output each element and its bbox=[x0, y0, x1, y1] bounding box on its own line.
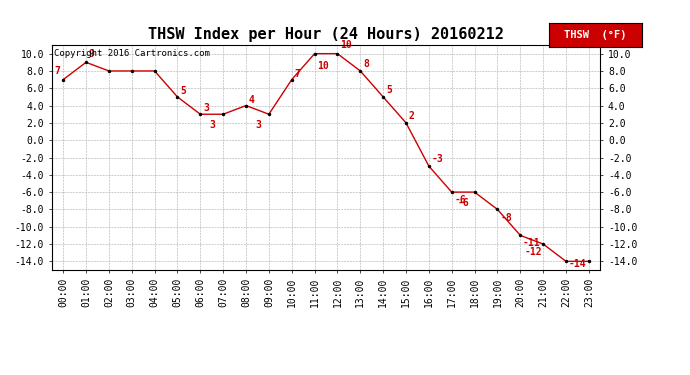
Text: 3: 3 bbox=[203, 104, 209, 114]
Text: -14: -14 bbox=[569, 259, 586, 269]
Text: -12: -12 bbox=[525, 247, 543, 257]
Text: 7: 7 bbox=[295, 69, 300, 79]
Text: -11: -11 bbox=[523, 238, 541, 249]
Text: 5: 5 bbox=[180, 86, 186, 96]
Text: 10: 10 bbox=[317, 61, 329, 71]
Text: 10: 10 bbox=[340, 40, 352, 50]
Text: -3: -3 bbox=[432, 154, 444, 164]
Text: Copyright 2016 Cartronics.com: Copyright 2016 Cartronics.com bbox=[55, 50, 210, 58]
Title: THSW Index per Hour (24 Hours) 20160212: THSW Index per Hour (24 Hours) 20160212 bbox=[148, 27, 504, 42]
Text: 5: 5 bbox=[386, 85, 392, 95]
Text: 3: 3 bbox=[209, 120, 215, 130]
Text: 2: 2 bbox=[408, 111, 415, 121]
Text: -8: -8 bbox=[500, 213, 512, 222]
Text: 8: 8 bbox=[363, 59, 369, 69]
Text: 3: 3 bbox=[255, 120, 261, 130]
Text: -6: -6 bbox=[455, 195, 466, 205]
Text: THSW  (°F): THSW (°F) bbox=[564, 30, 627, 40]
Text: -6: -6 bbox=[458, 198, 470, 208]
Text: 4: 4 bbox=[249, 95, 255, 105]
Text: 9: 9 bbox=[89, 49, 95, 59]
Text: 7: 7 bbox=[55, 66, 61, 76]
